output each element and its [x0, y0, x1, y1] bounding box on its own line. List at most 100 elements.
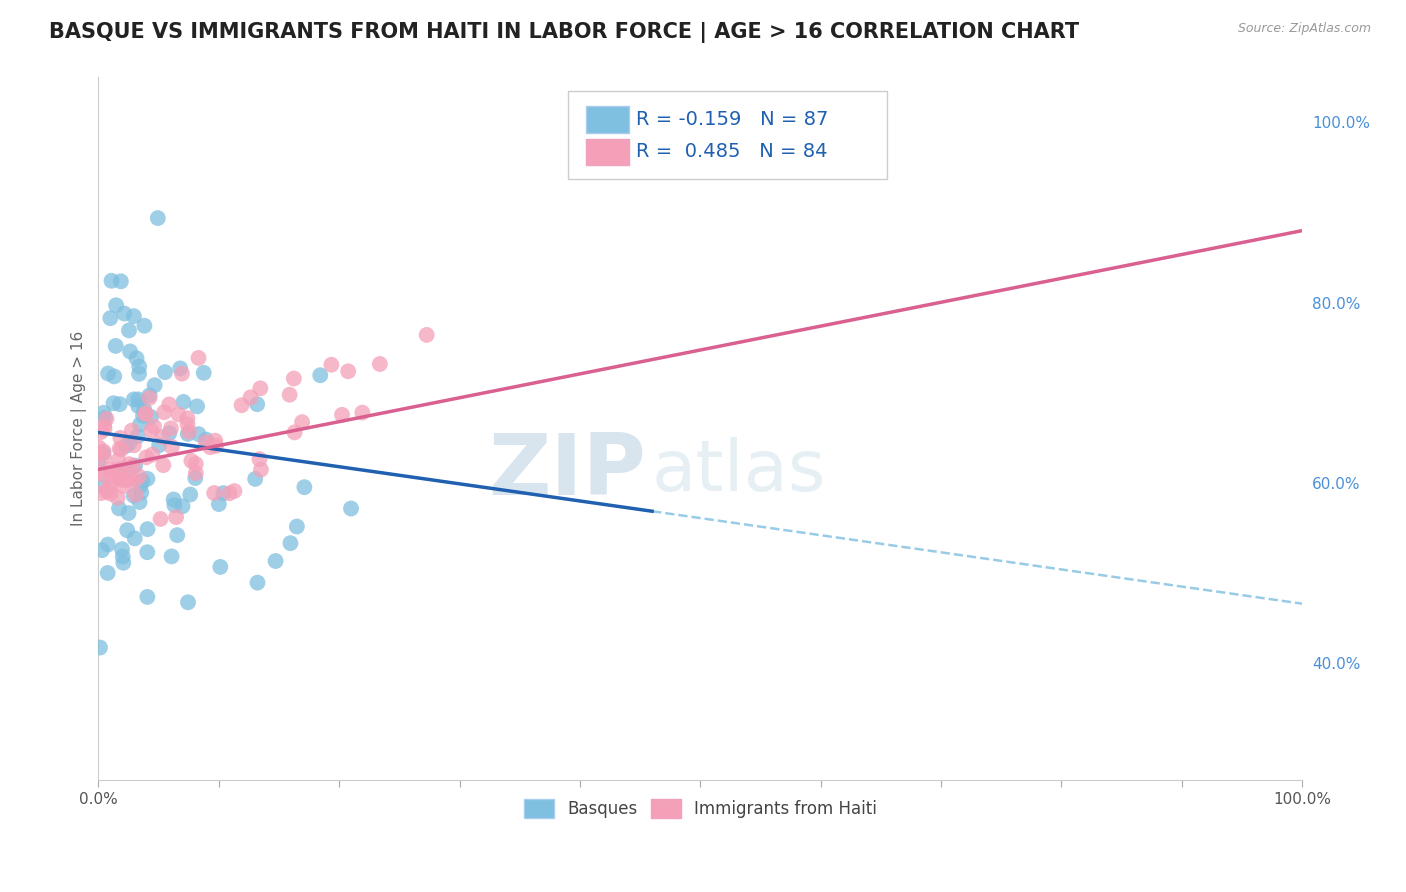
Point [245, 472, 267, 486]
Point [122, 438, 145, 452]
Point [321, 358, 343, 372]
Point [135, 407, 157, 421]
Point [110, 473, 132, 487]
Point [172, 395, 194, 409]
Point [125, 351, 148, 366]
Point [127, 429, 149, 443]
Point [160, 421, 183, 435]
Point [136, 472, 159, 486]
Point [108, 471, 131, 485]
Point [152, 458, 174, 472]
Text: R = -0.159   N = 87: R = -0.159 N = 87 [637, 110, 830, 129]
Point [330, 408, 353, 422]
Point [177, 426, 200, 441]
Point [200, 440, 222, 454]
Point [169, 361, 191, 376]
Point [212, 486, 235, 500]
Point [100, 486, 122, 500]
Point [176, 411, 198, 425]
Point [150, 430, 173, 444]
FancyBboxPatch shape [586, 106, 630, 133]
Legend: Basques, Immigrants from Haiti: Basques, Immigrants from Haiti [517, 792, 883, 825]
Point [90, 425, 112, 439]
Point [110, 462, 132, 476]
Point [163, 498, 186, 512]
Point [97, 537, 120, 551]
Point [117, 473, 139, 487]
Point [93, 419, 115, 434]
Point [291, 415, 314, 429]
Point [176, 417, 198, 432]
Point [162, 492, 184, 507]
Point [177, 425, 200, 439]
Point [97, 566, 120, 580]
Point [96, 484, 118, 499]
Point [129, 478, 152, 492]
Point [193, 366, 215, 380]
Point [98, 311, 121, 326]
Point [172, 500, 194, 514]
Point [91, 446, 114, 460]
Point [184, 466, 207, 480]
Point [104, 467, 127, 482]
Point [91, 467, 114, 482]
Point [93, 422, 115, 436]
Point [194, 435, 217, 450]
Point [131, 485, 153, 500]
Point [179, 487, 201, 501]
Point [170, 367, 193, 381]
Point [284, 425, 307, 440]
Point [208, 497, 231, 511]
Point [93, 450, 115, 464]
Point [204, 434, 226, 448]
Text: BASQUE VS IMMIGRANTS FROM HAITI IN LABOR FORCE | AGE > 16 CORRELATION CHART: BASQUE VS IMMIGRANTS FROM HAITI IN LABOR… [49, 22, 1080, 44]
Point [122, 458, 145, 473]
Point [111, 542, 134, 557]
Point [120, 344, 142, 359]
Point [195, 433, 218, 447]
FancyBboxPatch shape [568, 92, 887, 179]
Y-axis label: In Labor Force | Age > 16: In Labor Force | Age > 16 [72, 331, 87, 526]
Point [124, 488, 146, 502]
Point [180, 454, 202, 468]
Point [128, 367, 150, 381]
Point [249, 381, 271, 395]
Point [110, 431, 132, 445]
Point [138, 391, 160, 405]
Point [122, 309, 145, 323]
Point [124, 531, 146, 545]
Point [167, 408, 190, 422]
Point [246, 397, 269, 411]
Point [118, 323, 141, 337]
Text: Source: ZipAtlas.com: Source: ZipAtlas.com [1237, 22, 1371, 36]
Point [91, 543, 114, 558]
Point [111, 467, 134, 481]
Point [143, 378, 166, 392]
Point [146, 211, 169, 225]
Point [352, 406, 374, 420]
Point [250, 463, 273, 477]
Point [108, 442, 131, 456]
Point [309, 368, 332, 383]
Point [285, 519, 308, 533]
Point [138, 388, 160, 402]
Point [87, 447, 110, 461]
Point [187, 427, 209, 442]
Point [110, 442, 132, 457]
Point [91, 479, 114, 493]
Point [135, 450, 157, 465]
Point [107, 491, 129, 505]
Point [124, 474, 146, 488]
Point [148, 438, 170, 452]
Point [93, 406, 115, 420]
Point [112, 479, 135, 493]
Point [115, 523, 138, 537]
Point [117, 506, 139, 520]
Point [87, 455, 110, 469]
Point [100, 467, 122, 482]
Point [231, 398, 253, 412]
Point [118, 457, 141, 471]
Point [153, 405, 176, 419]
Point [160, 549, 183, 564]
FancyBboxPatch shape [586, 138, 630, 165]
